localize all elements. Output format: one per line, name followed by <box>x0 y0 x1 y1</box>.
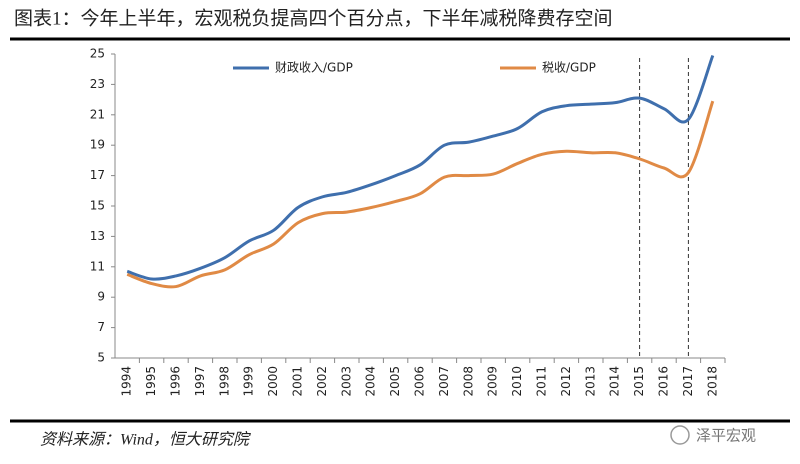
y-tick-label: 25 <box>90 47 105 61</box>
chart-title: 图表1：今年上半年，宏观税负提高四个百分点，下半年减税降费存空间 <box>14 7 613 29</box>
x-tick-label: 2003 <box>339 366 353 397</box>
x-tick-label: 2014 <box>608 366 622 397</box>
x-tick-label: 2011 <box>535 366 549 397</box>
x-tick-label: 1999 <box>242 366 256 397</box>
y-tick-label: 15 <box>90 199 105 213</box>
x-tick-label: 2006 <box>413 366 427 397</box>
x-tick-label: 1996 <box>169 366 183 397</box>
y-tick-label: 7 <box>97 320 105 334</box>
x-tick-label: 2008 <box>461 366 475 397</box>
x-tick-label: 2007 <box>437 366 451 397</box>
x-tick-label: 2000 <box>266 366 280 397</box>
y-tick-label: 9 <box>97 290 105 304</box>
watermark-icon <box>670 425 690 445</box>
x-tick-label: 2004 <box>364 366 378 397</box>
x-tick-label: 2013 <box>583 366 597 397</box>
y-tick-label: 21 <box>90 107 105 121</box>
x-tick-label: 2012 <box>559 366 573 397</box>
x-tick-label: 2009 <box>486 366 500 397</box>
source: 资料来源：Wind，恒大研究院 <box>40 431 252 449</box>
watermark: 泽平宏观 <box>696 427 756 445</box>
x-tick-label: 2002 <box>315 366 329 397</box>
x-tick-label: 2018 <box>705 366 719 397</box>
x-tick-label: 2017 <box>681 366 695 397</box>
x-tick-label: 2016 <box>657 366 671 397</box>
x-tick-label: 2010 <box>510 366 524 397</box>
legend-label: 税收/GDP <box>542 61 596 75</box>
x-tick-label: 1998 <box>217 366 231 397</box>
y-tick-label: 23 <box>90 77 105 91</box>
x-tick-label: 1997 <box>193 366 207 397</box>
series-line <box>126 54 715 281</box>
legend-label: 财政收入/GDP <box>275 61 353 75</box>
x-tick-label: 1994 <box>120 366 134 397</box>
y-tick-label: 17 <box>90 168 105 182</box>
x-tick-label: 2001 <box>291 366 305 397</box>
series-line <box>126 100 715 289</box>
y-tick-label: 19 <box>90 138 105 152</box>
y-tick-label: 13 <box>90 229 105 243</box>
x-tick-label: 2015 <box>632 366 646 397</box>
y-tick-label: 11 <box>90 259 105 273</box>
x-tick-label: 1995 <box>144 366 158 397</box>
x-tick-label: 2005 <box>388 366 402 397</box>
y-tick-label: 5 <box>97 351 105 365</box>
